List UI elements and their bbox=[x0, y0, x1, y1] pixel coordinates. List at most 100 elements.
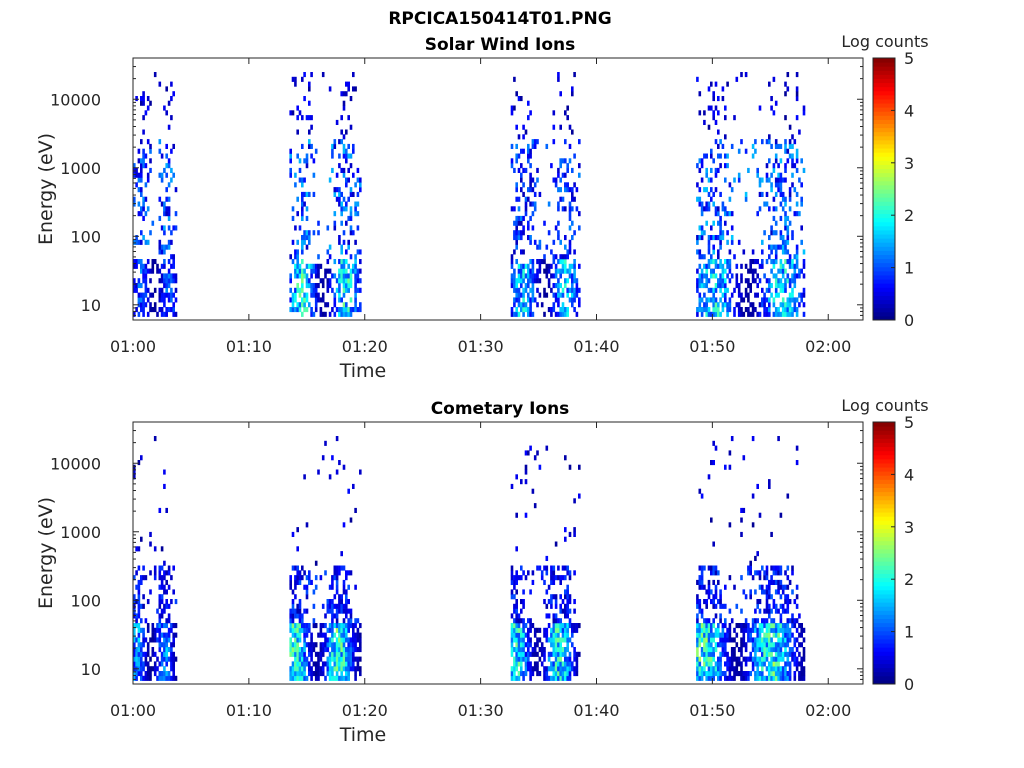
spectrogram-cell bbox=[726, 239, 729, 245]
spectrogram-cell bbox=[522, 647, 525, 653]
spectrogram-cell bbox=[517, 642, 521, 648]
spectrogram-cell bbox=[768, 254, 771, 260]
spectrogram-cell bbox=[133, 283, 136, 289]
spectrogram-cell bbox=[146, 172, 150, 178]
spectrogram-cell bbox=[321, 661, 325, 667]
spectrogram-cell bbox=[536, 661, 539, 667]
spectrogram-cell bbox=[733, 584, 736, 590]
spectrogram-cell bbox=[719, 230, 722, 236]
spectrogram-cell bbox=[305, 594, 309, 600]
colorbar-segment bbox=[873, 446, 895, 452]
spectrogram-cell bbox=[779, 565, 783, 571]
colorbar-segment bbox=[873, 548, 895, 554]
spectrogram-cell bbox=[517, 656, 521, 662]
spectrogram-cell bbox=[763, 201, 766, 207]
spectrogram-cell bbox=[564, 268, 567, 274]
spectrogram-cell bbox=[571, 666, 574, 672]
spectrogram-cell bbox=[342, 307, 346, 313]
spectrogram-cell bbox=[557, 575, 560, 581]
spectrogram-cell bbox=[733, 177, 736, 183]
spectrogram-cell bbox=[324, 675, 327, 681]
spectrogram-cell bbox=[510, 143, 514, 149]
spectrogram-cell bbox=[707, 656, 711, 662]
spectrogram-cell bbox=[696, 675, 699, 681]
spectrogram-cell bbox=[784, 167, 787, 173]
spectrogram-cell bbox=[314, 307, 318, 313]
spectrogram-cell bbox=[719, 618, 722, 624]
spectrogram-cell bbox=[547, 637, 551, 643]
spectrogram-cell bbox=[510, 613, 514, 619]
spectrogram-cell bbox=[296, 666, 299, 672]
spectrogram-cell bbox=[552, 675, 556, 681]
spectrogram-cell bbox=[717, 110, 720, 116]
colorbar-segment bbox=[873, 569, 895, 574]
colorbar-segment bbox=[873, 115, 895, 120]
spectrogram-cell bbox=[705, 627, 708, 633]
spectrogram-cell bbox=[522, 148, 525, 154]
spectrogram-cell bbox=[524, 129, 528, 135]
colorbar-segment bbox=[873, 454, 895, 460]
spectrogram-cell bbox=[710, 589, 713, 595]
spectrogram-cell bbox=[735, 671, 739, 677]
spectrogram-cell bbox=[728, 450, 732, 456]
spectrogram-cell bbox=[770, 623, 773, 629]
spectrogram-cell bbox=[153, 259, 157, 265]
spectrogram-cell bbox=[520, 273, 523, 279]
spectrogram-cell bbox=[770, 575, 773, 581]
spectrogram-cell bbox=[160, 579, 164, 585]
spectrogram-cell bbox=[342, 311, 346, 317]
spectrogram-cell bbox=[326, 287, 330, 293]
spectrogram-cell bbox=[533, 206, 537, 212]
spectrogram-cell bbox=[543, 671, 546, 677]
spectrogram-cell bbox=[728, 302, 732, 308]
spectrogram-cell bbox=[777, 570, 780, 576]
spectrogram-cell bbox=[515, 627, 518, 633]
spectrogram-cell bbox=[301, 268, 304, 274]
spectrogram-cell bbox=[133, 311, 136, 317]
spectrogram-cell bbox=[795, 637, 799, 643]
spectrogram-cell bbox=[160, 244, 164, 250]
spectrogram-cell bbox=[167, 215, 171, 221]
spectrogram-cell bbox=[163, 105, 166, 111]
spectrogram-cell bbox=[768, 134, 771, 140]
spectrogram-cell bbox=[698, 201, 702, 207]
spectrogram-cell bbox=[135, 584, 138, 590]
spectrogram-cell bbox=[726, 307, 729, 313]
spectrogram-cell bbox=[345, 311, 348, 317]
spectrogram-cell bbox=[165, 287, 168, 293]
spectrogram-cell bbox=[294, 76, 297, 82]
spectrogram-cell bbox=[573, 292, 576, 298]
spectrogram-cell bbox=[529, 671, 532, 677]
spectrogram-cell bbox=[786, 86, 790, 92]
spectrogram-cell bbox=[135, 570, 138, 576]
spectrogram-cell bbox=[779, 623, 783, 629]
spectrogram-cell bbox=[703, 656, 706, 662]
spectrogram-cell bbox=[730, 273, 734, 279]
spectrogram-cell bbox=[696, 163, 699, 169]
spectrogram-cell bbox=[517, 311, 521, 317]
spectrogram-cell bbox=[728, 608, 732, 614]
spectrogram-cell bbox=[294, 642, 297, 648]
spectrogram-cell bbox=[744, 191, 748, 197]
spectrogram-cell bbox=[340, 278, 343, 284]
spectrogram-cell bbox=[573, 608, 576, 614]
spectrogram-cell bbox=[317, 220, 320, 226]
spectrogram-cell bbox=[719, 163, 722, 169]
spectrogram-cell bbox=[545, 613, 549, 619]
spectrogram-cell bbox=[527, 627, 530, 633]
spectrogram-cell bbox=[303, 474, 306, 480]
spectrogram-cell bbox=[543, 287, 546, 293]
spectrogram-cell bbox=[707, 201, 711, 207]
spectrogram-cell bbox=[335, 637, 339, 643]
spectrogram-cell bbox=[784, 239, 787, 245]
spectrogram-cell bbox=[552, 627, 556, 633]
spectrogram-cell bbox=[578, 263, 581, 269]
spectrogram-cell bbox=[696, 656, 699, 662]
spectrogram-cell bbox=[568, 594, 572, 600]
spectrogram-cell bbox=[545, 292, 549, 298]
spectrogram-cell bbox=[536, 268, 539, 274]
spectrogram-cell bbox=[349, 191, 353, 197]
spectrogram-cell bbox=[559, 177, 562, 183]
colorbar-segment bbox=[873, 622, 895, 628]
spectrogram-cell bbox=[740, 507, 743, 513]
